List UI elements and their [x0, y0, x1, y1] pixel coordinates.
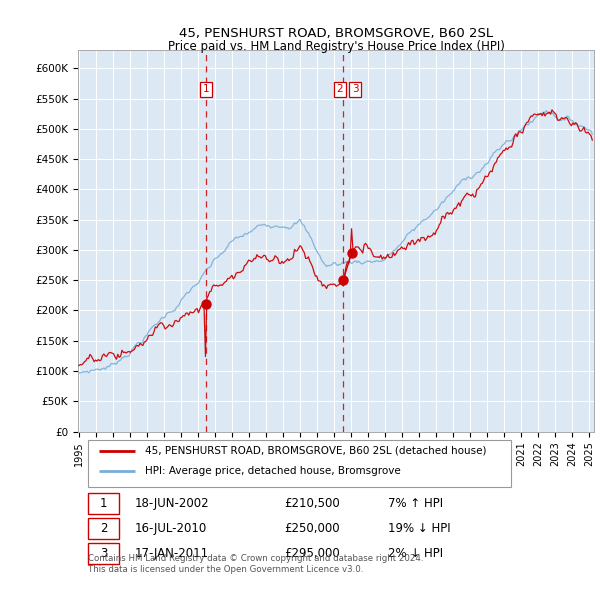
Text: 18-JUN-2002: 18-JUN-2002: [135, 497, 209, 510]
FancyBboxPatch shape: [88, 440, 511, 487]
Text: 19% ↓ HPI: 19% ↓ HPI: [388, 522, 450, 535]
Text: 16-JUL-2010: 16-JUL-2010: [135, 522, 207, 535]
Text: 2: 2: [100, 522, 107, 535]
Text: £250,000: £250,000: [284, 522, 340, 535]
Text: 3: 3: [100, 547, 107, 560]
Text: 1: 1: [100, 497, 107, 510]
FancyBboxPatch shape: [88, 543, 119, 563]
Text: 7% ↑ HPI: 7% ↑ HPI: [388, 497, 443, 510]
Text: Price paid vs. HM Land Registry's House Price Index (HPI): Price paid vs. HM Land Registry's House …: [167, 40, 505, 53]
Text: HPI: Average price, detached house, Bromsgrove: HPI: Average price, detached house, Brom…: [145, 466, 401, 476]
Text: £210,500: £210,500: [284, 497, 340, 510]
Text: £295,000: £295,000: [284, 547, 340, 560]
Text: 3: 3: [352, 84, 358, 94]
Text: 2% ↓ HPI: 2% ↓ HPI: [388, 547, 443, 560]
Text: 45, PENSHURST ROAD, BROMSGROVE, B60 2SL: 45, PENSHURST ROAD, BROMSGROVE, B60 2SL: [179, 27, 493, 40]
FancyBboxPatch shape: [88, 518, 119, 539]
Text: 2: 2: [337, 84, 343, 94]
Text: Contains HM Land Registry data © Crown copyright and database right 2024.
This d: Contains HM Land Registry data © Crown c…: [88, 555, 424, 574]
Text: 1: 1: [202, 84, 209, 94]
Text: 45, PENSHURST ROAD, BROMSGROVE, B60 2SL (detached house): 45, PENSHURST ROAD, BROMSGROVE, B60 2SL …: [145, 445, 487, 455]
Text: 17-JAN-2011: 17-JAN-2011: [135, 547, 209, 560]
FancyBboxPatch shape: [88, 493, 119, 514]
